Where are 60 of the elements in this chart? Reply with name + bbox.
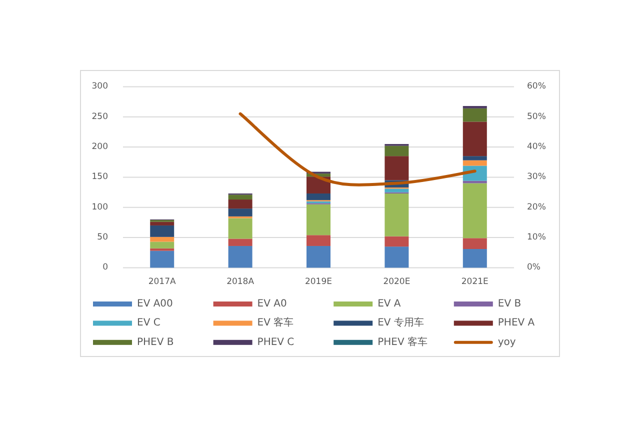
bar — [150, 248, 174, 251]
legend-label: EV B — [498, 298, 522, 310]
y2-tick-label: 0% — [527, 262, 540, 273]
legend-label: EV 客车 — [257, 316, 294, 329]
bar — [228, 238, 252, 246]
y-tick-label: 0 — [102, 262, 108, 273]
legend-label: EV A — [378, 298, 401, 310]
bar — [150, 225, 174, 237]
bar — [306, 193, 330, 200]
y-tick-label: 300 — [92, 82, 108, 92]
x-tick-label: 2018A — [226, 277, 254, 287]
y-tick-label: 50 — [97, 232, 108, 243]
legend-label: EV 专用车 — [378, 316, 424, 329]
legend-label: PHEV A — [498, 318, 535, 329]
bar — [462, 156, 487, 160]
bar — [462, 160, 487, 166]
legend-label: EV A00 — [137, 298, 173, 310]
bar — [228, 194, 252, 200]
bar — [306, 246, 330, 268]
bar — [150, 250, 174, 268]
bar — [306, 204, 330, 236]
x-tick-label: 2017A — [148, 277, 176, 287]
bar — [462, 238, 487, 249]
y2-tick-label: 40% — [527, 142, 546, 152]
x-tick-label: 2019E — [304, 277, 332, 287]
bar — [228, 218, 252, 239]
y2-tick-label: 50% — [527, 112, 546, 122]
y-tick-label: 200 — [92, 142, 108, 152]
bar — [462, 248, 487, 268]
bar — [462, 122, 487, 156]
bar — [462, 108, 487, 122]
bar — [228, 208, 252, 216]
bar — [150, 236, 174, 242]
y-tick-label: 150 — [92, 172, 108, 182]
y2-tick-label: 30% — [527, 172, 546, 182]
y2-tick-label: 60% — [527, 82, 546, 92]
bar — [150, 242, 174, 248]
bar — [384, 193, 409, 236]
x-tick-label: 2020E — [383, 277, 410, 287]
legend-label: yoy — [498, 336, 516, 348]
x-tick-label: 2021E — [461, 277, 488, 287]
bar — [384, 146, 409, 156]
y-tick-label: 250 — [92, 112, 108, 122]
y2-tick-label: 20% — [527, 202, 546, 212]
bar — [228, 200, 252, 209]
legend-label: EV A0 — [257, 298, 287, 310]
legend-label: EV C — [137, 318, 160, 329]
bar — [462, 183, 487, 238]
bar — [306, 235, 330, 246]
legend-label: PHEV B — [137, 336, 174, 348]
bar — [150, 222, 174, 226]
legend-label: PHEV 客车 — [378, 336, 428, 348]
legend-label: PHEV C — [257, 336, 294, 348]
bar — [384, 236, 409, 247]
y2-tick-label: 10% — [527, 232, 546, 243]
bar — [384, 156, 409, 180]
bar — [228, 246, 252, 268]
bar — [384, 246, 409, 268]
y-tick-label: 100 — [92, 202, 108, 212]
bar — [384, 188, 409, 192]
